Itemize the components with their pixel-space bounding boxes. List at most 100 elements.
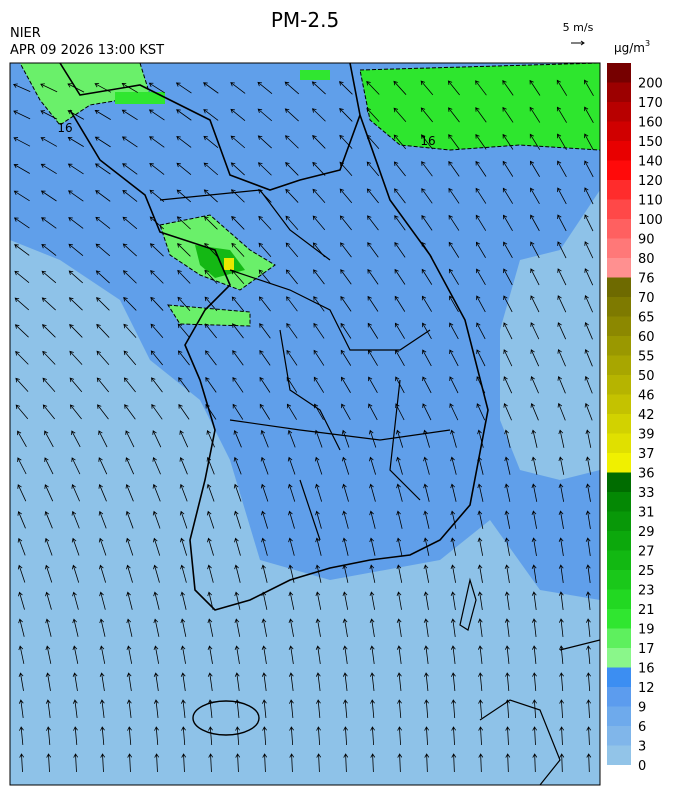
wind-arrow <box>260 429 269 448</box>
wind-arrow <box>71 564 80 583</box>
colorbar-label: 19 <box>638 623 655 638</box>
wind-arrow <box>369 672 375 691</box>
wind-arrow <box>96 323 110 338</box>
wind-arrow <box>450 645 456 664</box>
wind-arrow <box>123 350 137 366</box>
wind-arrow <box>370 753 376 773</box>
wind-arrow <box>41 243 57 256</box>
wind-arrow <box>127 726 132 746</box>
colorbar-label: 90 <box>638 233 655 248</box>
colorbar-label: 0 <box>638 759 646 774</box>
wind-arrow <box>99 672 105 691</box>
colorbar-cell <box>607 453 631 473</box>
wind-arrow <box>559 726 565 746</box>
wind-arrow <box>175 82 192 94</box>
wind-arrow <box>45 672 51 691</box>
wind-arrow <box>126 672 132 691</box>
wind-arrow <box>476 376 486 394</box>
wind-arrow <box>396 483 403 502</box>
wind-arrow <box>67 110 85 120</box>
wind-arrow <box>13 137 31 147</box>
wind-arrow <box>44 457 54 475</box>
green-patch <box>359 63 600 151</box>
wind-arrow <box>531 618 537 637</box>
wind-arrow <box>396 645 402 664</box>
wind-arrow <box>503 295 513 313</box>
wind-arrow <box>68 243 84 257</box>
contour-label: 16 <box>57 121 72 135</box>
wind-arrow <box>448 161 460 177</box>
wind-arrow <box>397 753 403 773</box>
wind-arrow <box>180 564 187 583</box>
wind-arrow <box>150 270 164 284</box>
wind-arrow <box>234 645 240 664</box>
wind-arrow <box>288 618 294 637</box>
wind-arrow <box>176 216 191 230</box>
wind-arrow <box>176 136 192 148</box>
wind-arrow <box>423 591 429 610</box>
wind-arrow <box>394 215 406 231</box>
wind-arrow <box>261 537 268 556</box>
wind-arrow <box>504 564 510 583</box>
wind-arrow <box>450 591 456 610</box>
wind-arrow <box>203 189 218 203</box>
wind-arrow <box>203 82 219 94</box>
wind-arrow <box>46 753 52 773</box>
wind-arrow <box>96 350 110 366</box>
wind-arrow <box>367 215 379 231</box>
colorbar-label: 50 <box>638 369 655 384</box>
wind-arrow <box>558 591 564 610</box>
wind-arrow <box>315 618 321 637</box>
wind-arrow <box>531 537 537 556</box>
wind-arrow <box>261 510 269 529</box>
wind-arrow <box>288 564 295 583</box>
colorbar-cell <box>607 375 631 395</box>
wind-arrow <box>122 163 138 175</box>
wind-arrow <box>94 83 112 93</box>
wind-arrow <box>99 618 106 637</box>
colorbar-label: 100 <box>638 213 663 228</box>
wind-arrow <box>421 214 433 231</box>
wind-arrow <box>154 753 160 773</box>
wind-arrow <box>261 672 267 691</box>
wind-arrow <box>67 83 85 93</box>
wind-arrow <box>288 591 295 610</box>
wind-arrow <box>177 350 190 366</box>
wind-arrow <box>208 753 214 773</box>
wind-arrow <box>126 564 133 583</box>
wind-arrow <box>176 109 192 121</box>
wind-arrow <box>340 349 352 366</box>
wind-arrow <box>284 81 300 95</box>
wind-arrow <box>557 295 567 313</box>
wind-arrow <box>396 510 403 529</box>
colorbar-label: 33 <box>638 486 655 501</box>
wind-arrow <box>260 456 269 475</box>
wind-arrow <box>45 591 52 610</box>
unit: μg/m3 <box>614 39 650 55</box>
wind-arrow <box>341 429 350 448</box>
wind-arrow <box>504 618 510 637</box>
wind-arrow <box>532 699 537 719</box>
colorbar-cell <box>607 433 631 453</box>
wind-arrow <box>530 322 540 340</box>
wind-arrow <box>232 350 244 366</box>
wind-arrow <box>503 322 513 340</box>
wind-arrow <box>447 80 460 96</box>
wind-arrow <box>423 618 429 637</box>
wind-arrow <box>14 324 29 338</box>
wind-arrow <box>584 268 594 286</box>
wind-arrow <box>42 324 56 338</box>
wind-arrow <box>230 82 246 94</box>
wind-arrow <box>342 591 349 610</box>
wind-arrow <box>422 403 432 421</box>
wind-arrow <box>315 672 321 691</box>
wind-arrow <box>204 269 218 284</box>
wind-arrow <box>342 645 348 664</box>
wind-arrow <box>206 430 215 448</box>
wind-arrow <box>311 108 326 122</box>
wind-arrow <box>17 564 26 583</box>
wind-arrow <box>312 161 326 176</box>
wind-arrow <box>450 483 457 502</box>
wind-arrow <box>284 108 299 122</box>
wind-arrow <box>315 510 322 529</box>
